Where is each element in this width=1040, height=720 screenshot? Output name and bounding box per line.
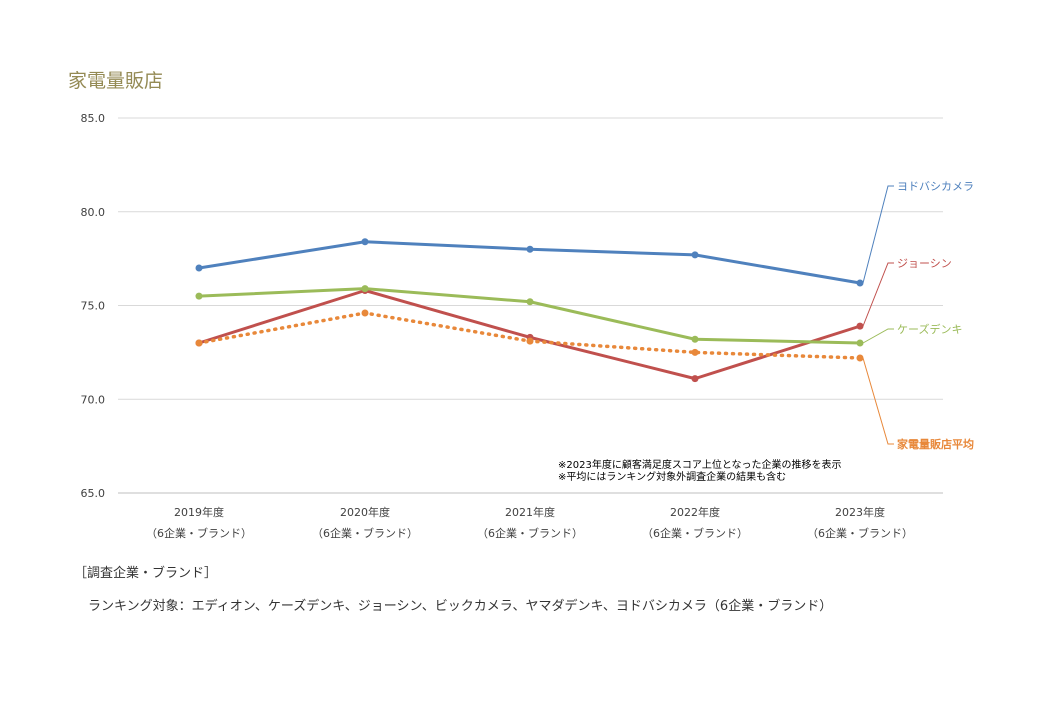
annotation-average-note: ※平均にはランキング対象外調査企業の結果も含む [558, 472, 787, 483]
y-tick-label: 80.0 [81, 206, 106, 219]
x-tick-label: 2023年度 [835, 505, 885, 519]
data-point [691, 348, 699, 356]
data-point [195, 264, 203, 272]
data-point [526, 245, 534, 253]
y-tick-label: 75.0 [81, 300, 106, 313]
x-tick-label: 2020年度 [340, 505, 390, 519]
annotation-top-scores: ※2023年度に顧客満足度スコア上位となった企業の推移を表示 [558, 460, 842, 471]
surveyed-companies-header: ［調査企業・ブランド］ [74, 566, 218, 581]
y-tick-label: 65.0 [81, 487, 106, 500]
data-point [691, 335, 699, 343]
x-tick-label: 2022年度 [670, 505, 720, 519]
data-point [526, 298, 534, 306]
data-point [361, 309, 369, 317]
data-point [195, 339, 203, 347]
ranked-companies-list: ランキング対象：エディオン、ケーズデンキ、ジョーシン、ビックカメラ、ヤマダデンキ… [88, 599, 833, 614]
data-point [361, 285, 369, 293]
series-label: ヨドバシカメラ [897, 180, 974, 193]
x-tick-sublabel: （6企業・ブランド） [807, 526, 913, 540]
series-label: ケーズデンキ [897, 322, 962, 336]
leader-line [862, 185, 894, 284]
x-tick-sublabel: （6企業・ブランド） [642, 526, 748, 540]
data-point [856, 339, 864, 347]
data-point [526, 337, 534, 345]
x-tick-label: 2021年度 [505, 505, 555, 519]
y-tick-label: 70.0 [81, 393, 106, 406]
x-tick-sublabel: （6企業・ブランド） [312, 526, 418, 540]
y-tick-label: 85.0 [81, 112, 106, 125]
series-label: 家電量販店平均 [897, 437, 974, 451]
data-point [691, 251, 699, 259]
series-label: ジョーシン [897, 257, 952, 270]
x-tick-sublabel: （6企業・ブランド） [146, 526, 252, 540]
x-tick-label: 2019年度 [174, 505, 224, 519]
data-point [361, 238, 369, 246]
data-point [691, 375, 699, 383]
chart-title: 家電量販店 [68, 70, 164, 92]
leader-line [862, 357, 894, 445]
data-point [856, 279, 864, 287]
data-point [856, 354, 864, 362]
data-point [195, 292, 203, 300]
leader-line [862, 262, 894, 327]
leader-line [862, 328, 894, 344]
data-point [856, 322, 864, 330]
x-tick-sublabel: （6企業・ブランド） [477, 526, 583, 540]
